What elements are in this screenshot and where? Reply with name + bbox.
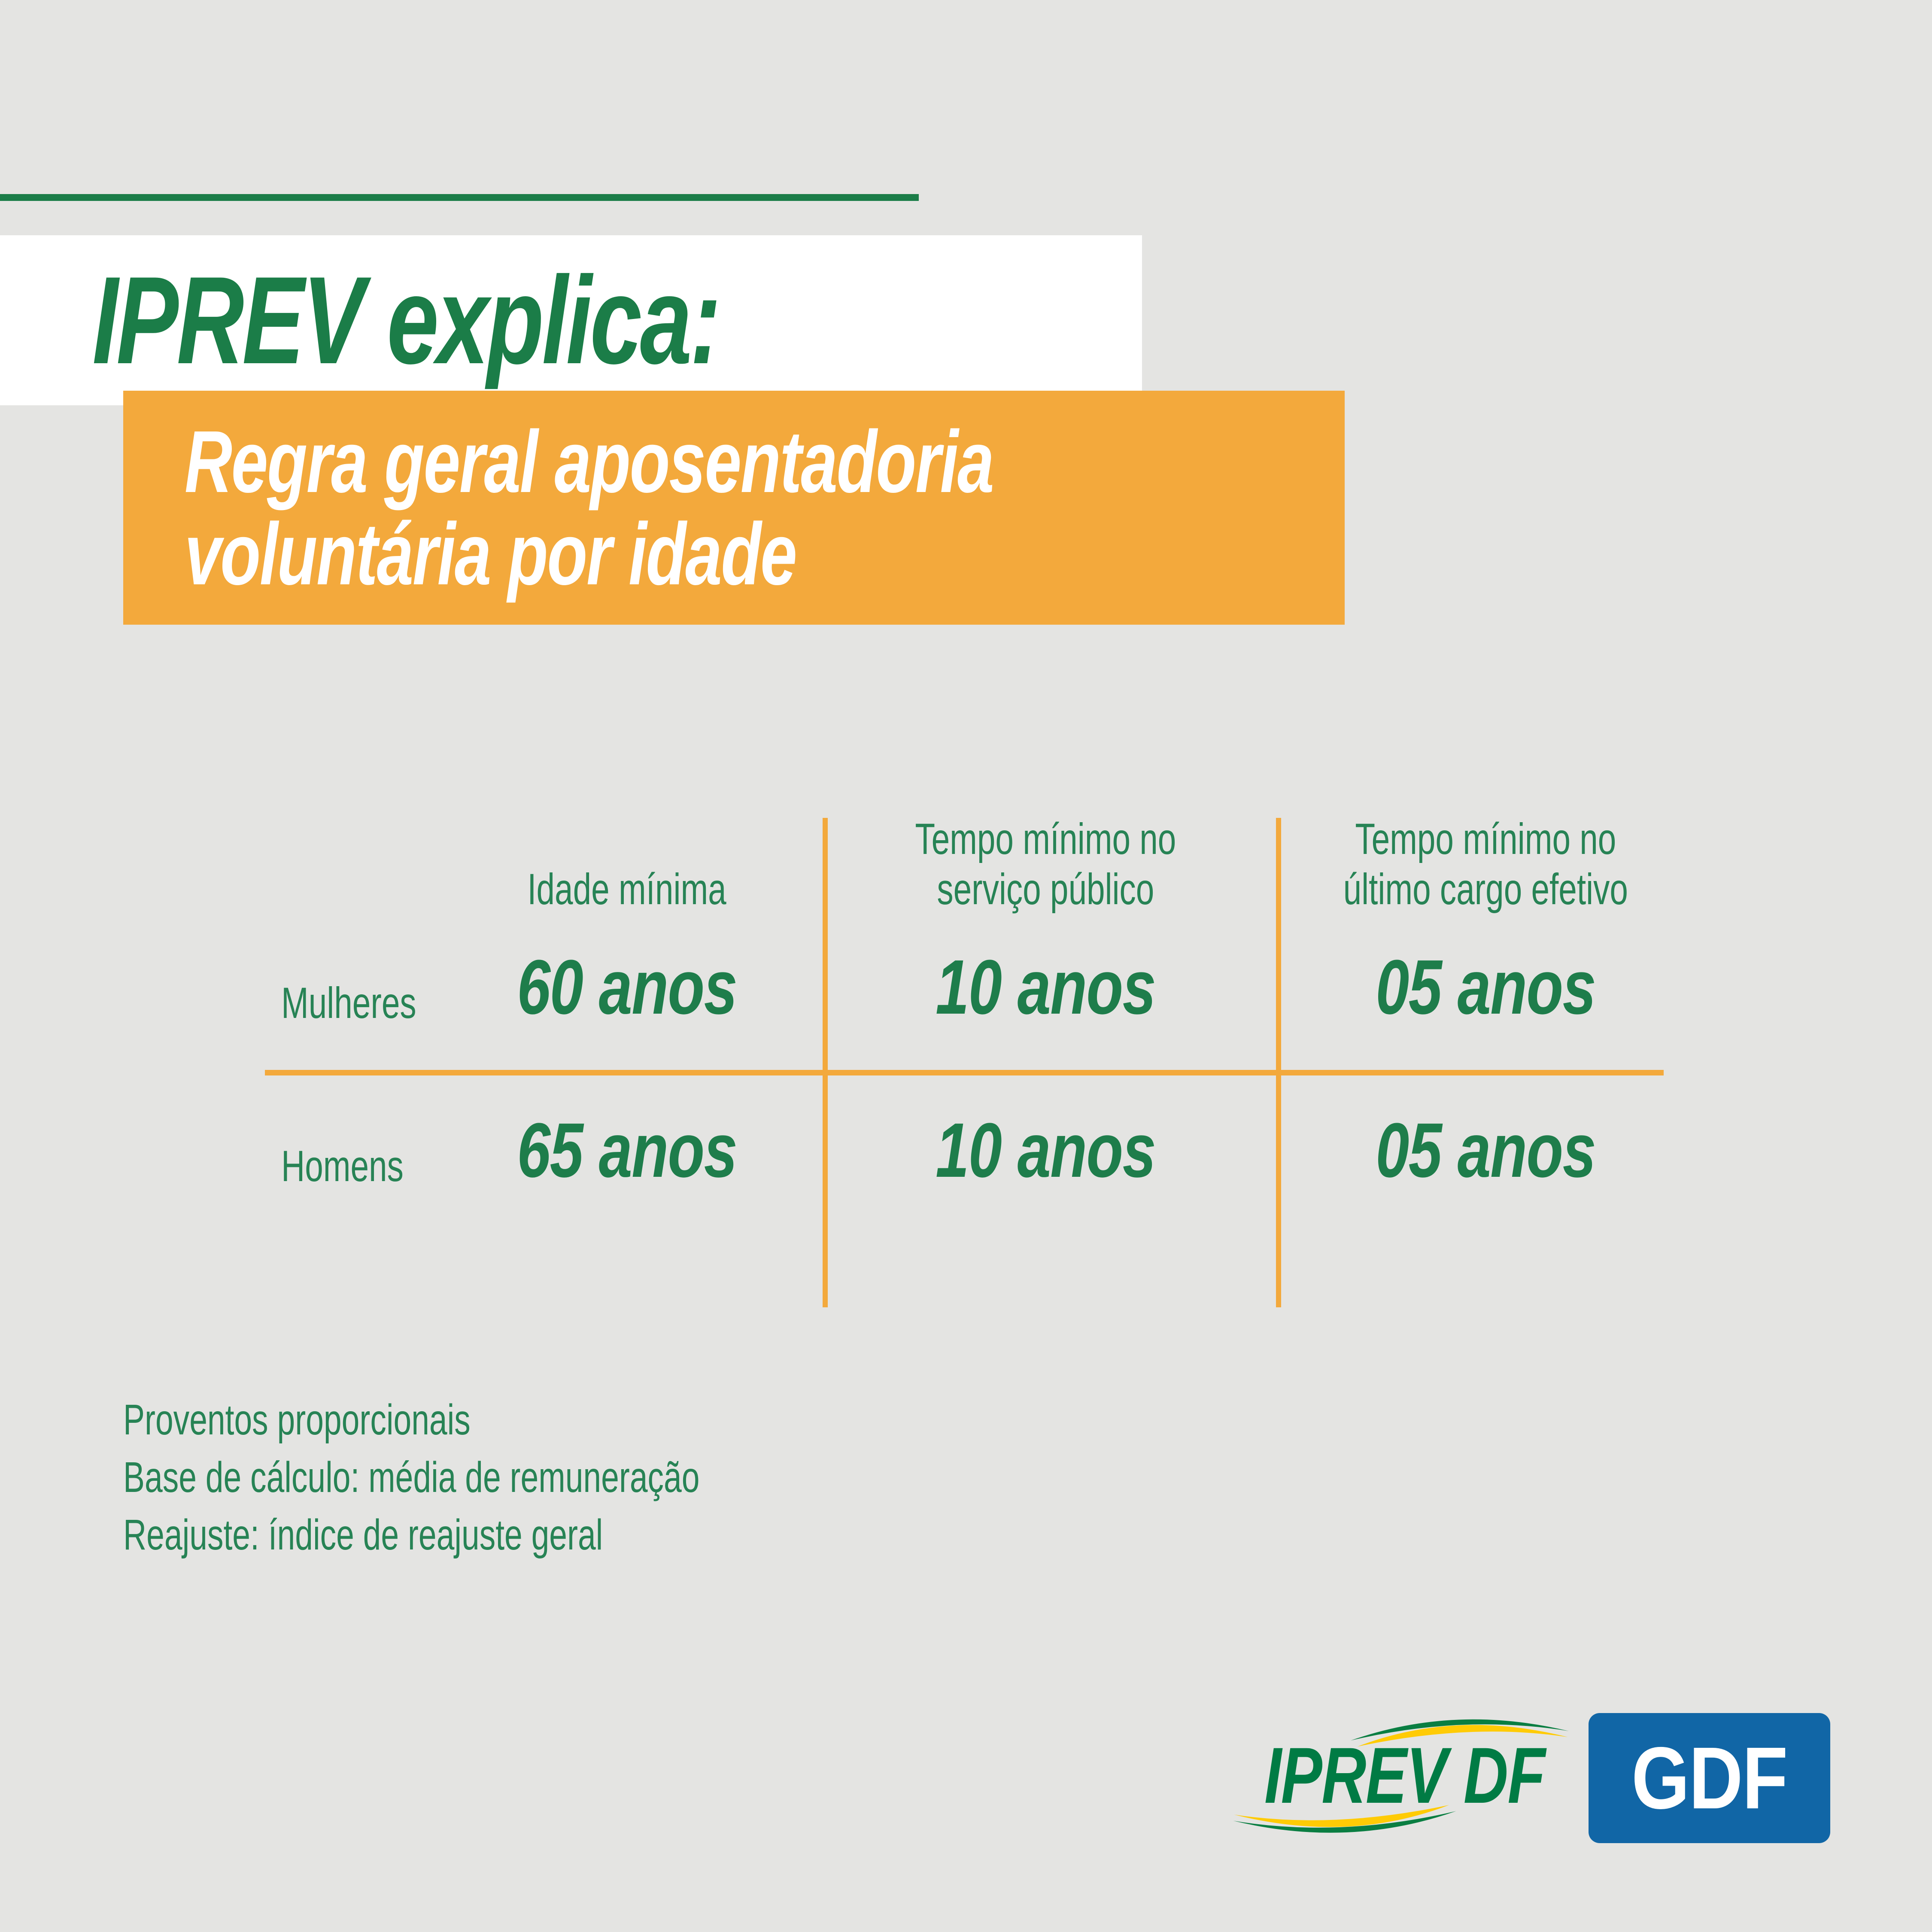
cell-mulheres-servico: 10 anos — [936, 944, 1156, 1030]
iprev-logo-wordmark: IPREV DF — [1264, 1732, 1546, 1820]
note-base-calculo: Base de cálculo: média de remuneração — [123, 1453, 700, 1501]
iprev-swoosh-bottom-icon — [1233, 1805, 1456, 1833]
page-title: IPREV explica: — [92, 250, 721, 390]
gdf-logo: GDF — [1589, 1713, 1830, 1843]
table-vertical-divider-2 — [1276, 818, 1281, 1307]
cell-homens-cargo: 05 anos — [1376, 1107, 1596, 1194]
gdf-logo-wordmark: GDF — [1631, 1728, 1788, 1827]
title-wrap: IPREV explica: — [92, 235, 928, 405]
cell-homens-idade: 65 anos — [517, 1107, 738, 1194]
table-vertical-divider-1 — [823, 818, 828, 1307]
top-accent-rule — [0, 194, 919, 201]
subtitle-banner: Regra geral aposentadoria voluntária por… — [123, 391, 1345, 625]
cell-mulheres-idade: 60 anos — [517, 944, 738, 1030]
subtitle-line-1: Regra geral aposentadoria — [185, 412, 994, 511]
cell-homens-servico: 10 anos — [936, 1107, 1156, 1194]
title-box: IPREV explica: — [0, 235, 1142, 405]
column-header-tempo-ultimo-cargo: Tempo mínimo no último cargo efetivo — [1343, 814, 1628, 914]
table-horizontal-divider — [265, 1070, 1664, 1075]
cell-mulheres-cargo: 05 anos — [1376, 944, 1596, 1030]
subtitle-line-2: voluntária por idade — [185, 504, 797, 603]
iprev-swoosh-top-icon — [1351, 1719, 1569, 1747]
row-label-homens: Homens — [281, 1142, 404, 1191]
row-label-mulheres: Mulheres — [281, 978, 416, 1027]
iprev-df-logo: IPREV DF — [1224, 1707, 1580, 1853]
footnotes: Proventos proporcionais Base de cálculo:… — [123, 1391, 892, 1564]
note-proventos: Proventos proporcionais — [123, 1396, 471, 1444]
column-header-idade-minima: Idade mínima — [527, 865, 726, 914]
column-header-tempo-servico-publico: Tempo mínimo no serviço público — [914, 814, 1176, 914]
note-reajuste: Reajuste: índice de reajuste geral — [123, 1511, 603, 1559]
